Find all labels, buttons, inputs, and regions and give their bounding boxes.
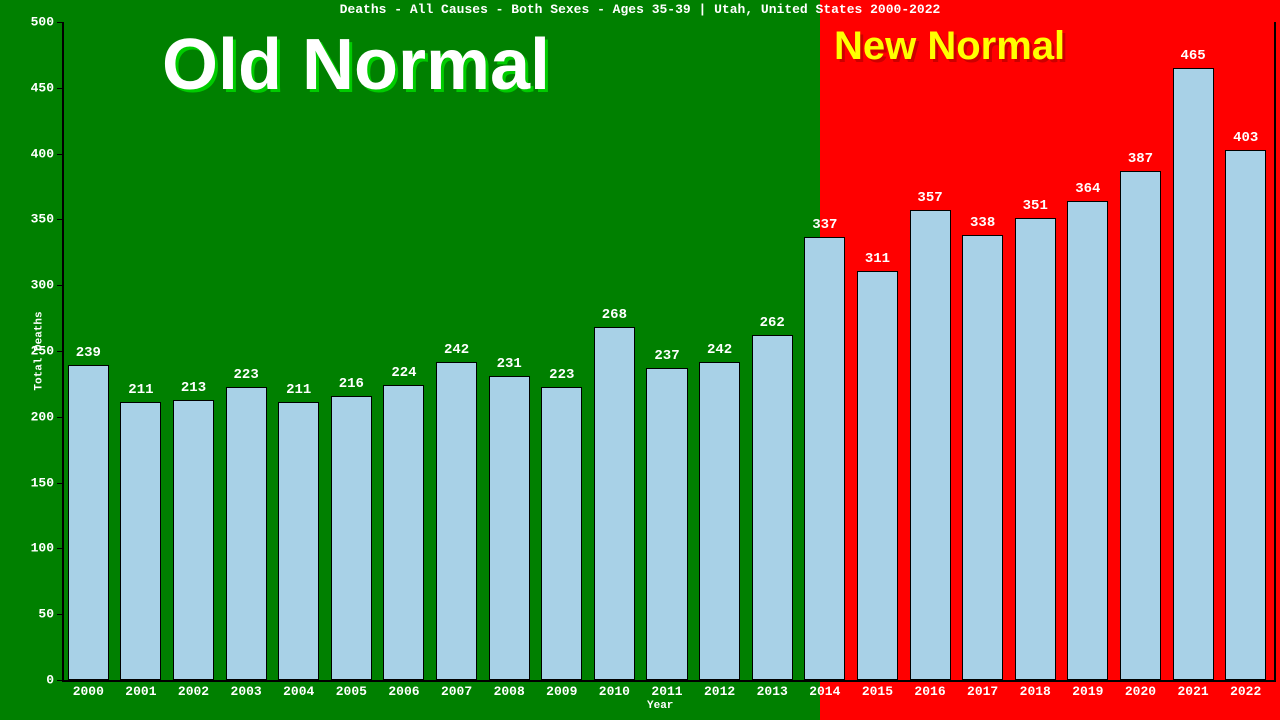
bar-value-label: 311: [865, 251, 890, 267]
x-tick-label: 2012: [704, 684, 735, 699]
y-tick-mark: [57, 154, 62, 155]
y-tick-mark: [57, 351, 62, 352]
x-tick-label: 2010: [599, 684, 630, 699]
chart-title: Deaths - All Causes - Both Sexes - Ages …: [0, 2, 1280, 17]
x-tick-label: 2013: [757, 684, 788, 699]
x-tick-label: 2014: [809, 684, 840, 699]
data-bar: [1173, 68, 1214, 680]
data-bar: [173, 400, 214, 680]
data-bar: [804, 237, 845, 680]
y-tick-label: 400: [31, 146, 54, 161]
y-tick-label: 50: [38, 607, 54, 622]
x-axis-label: Year: [647, 700, 673, 712]
bar-value-label: 364: [1075, 181, 1100, 197]
y-tick-mark: [57, 548, 62, 549]
x-tick-label: 2011: [651, 684, 682, 699]
overlay-heading: Old Normal: [162, 24, 550, 106]
data-bar: [331, 396, 372, 680]
y-tick-mark: [57, 417, 62, 418]
data-bar: [857, 271, 898, 680]
bar-value-label: 351: [1023, 198, 1048, 214]
bar-value-label: 223: [234, 367, 259, 383]
data-bar: [699, 362, 740, 680]
x-tick-label: 2008: [494, 684, 525, 699]
x-tick-label: 2007: [441, 684, 472, 699]
data-bar: [1225, 150, 1266, 680]
x-tick-label: 2005: [336, 684, 367, 699]
x-tick-label: 2016: [914, 684, 945, 699]
y-tick-label: 200: [31, 409, 54, 424]
y-tick-label: 150: [31, 475, 54, 490]
data-bar: [383, 385, 424, 680]
data-bar: [910, 210, 951, 680]
x-tick-label: 2000: [73, 684, 104, 699]
bar-value-label: 465: [1180, 48, 1205, 64]
data-bar: [1120, 171, 1161, 680]
bar-value-label: 211: [128, 382, 153, 398]
y-tick-mark: [57, 285, 62, 286]
data-bar: [278, 402, 319, 680]
bar-value-label: 231: [497, 356, 522, 372]
y-tick-label: 100: [31, 541, 54, 556]
y-tick-label: 300: [31, 278, 54, 293]
y-tick-label: 450: [31, 80, 54, 95]
y-tick-mark: [57, 483, 62, 484]
data-bar: [962, 235, 1003, 680]
bar-value-label: 224: [391, 365, 416, 381]
deaths-bar-chart: Deaths - All Causes - Both Sexes - Ages …: [0, 0, 1280, 720]
x-tick-label: 2003: [231, 684, 262, 699]
data-bar: [541, 387, 582, 680]
y-tick-mark: [57, 22, 62, 23]
overlay-heading: New Normal: [834, 24, 1065, 69]
bar-value-label: 387: [1128, 151, 1153, 167]
bar-value-label: 239: [76, 345, 101, 361]
bar-value-label: 242: [444, 342, 469, 358]
y-tick-mark: [57, 219, 62, 220]
x-tick-label: 2004: [283, 684, 314, 699]
y-tick-mark: [57, 680, 62, 681]
bar-value-label: 223: [549, 367, 574, 383]
y-tick-mark: [57, 88, 62, 89]
bar-value-label: 237: [654, 348, 679, 364]
data-bar: [752, 335, 793, 680]
y-tick-label: 500: [31, 15, 54, 30]
y-tick-mark: [57, 614, 62, 615]
x-tick-label: 2019: [1072, 684, 1103, 699]
x-tick-label: 2020: [1125, 684, 1156, 699]
data-bar: [646, 368, 687, 680]
bar-value-label: 242: [707, 342, 732, 358]
data-bar: [68, 365, 109, 680]
bar-value-label: 268: [602, 307, 627, 323]
data-bar: [226, 387, 267, 680]
x-tick-label: 2022: [1230, 684, 1261, 699]
x-tick-label: 2001: [125, 684, 156, 699]
x-tick-label: 2018: [1020, 684, 1051, 699]
y-tick-label: 350: [31, 212, 54, 227]
y-tick-label: 0: [46, 673, 54, 688]
bar-value-label: 403: [1233, 130, 1258, 146]
x-tick-label: 2009: [546, 684, 577, 699]
data-bar: [489, 376, 530, 680]
data-bar: [1015, 218, 1056, 680]
x-tick-label: 2006: [388, 684, 419, 699]
x-tick-label: 2017: [967, 684, 998, 699]
x-tick-label: 2015: [862, 684, 893, 699]
y-tick-label: 250: [31, 344, 54, 359]
data-bar: [120, 402, 161, 680]
bar-value-label: 357: [917, 190, 942, 206]
data-bar: [594, 327, 635, 680]
bar-value-label: 262: [760, 315, 785, 331]
bar-value-label: 213: [181, 380, 206, 396]
x-tick-label: 2002: [178, 684, 209, 699]
bar-value-label: 337: [812, 217, 837, 233]
data-bar: [1067, 201, 1108, 680]
bar-value-label: 338: [970, 215, 995, 231]
bar-value-label: 216: [339, 376, 364, 392]
bar-value-label: 211: [286, 382, 311, 398]
x-tick-label: 2021: [1177, 684, 1208, 699]
data-bar: [436, 362, 477, 680]
